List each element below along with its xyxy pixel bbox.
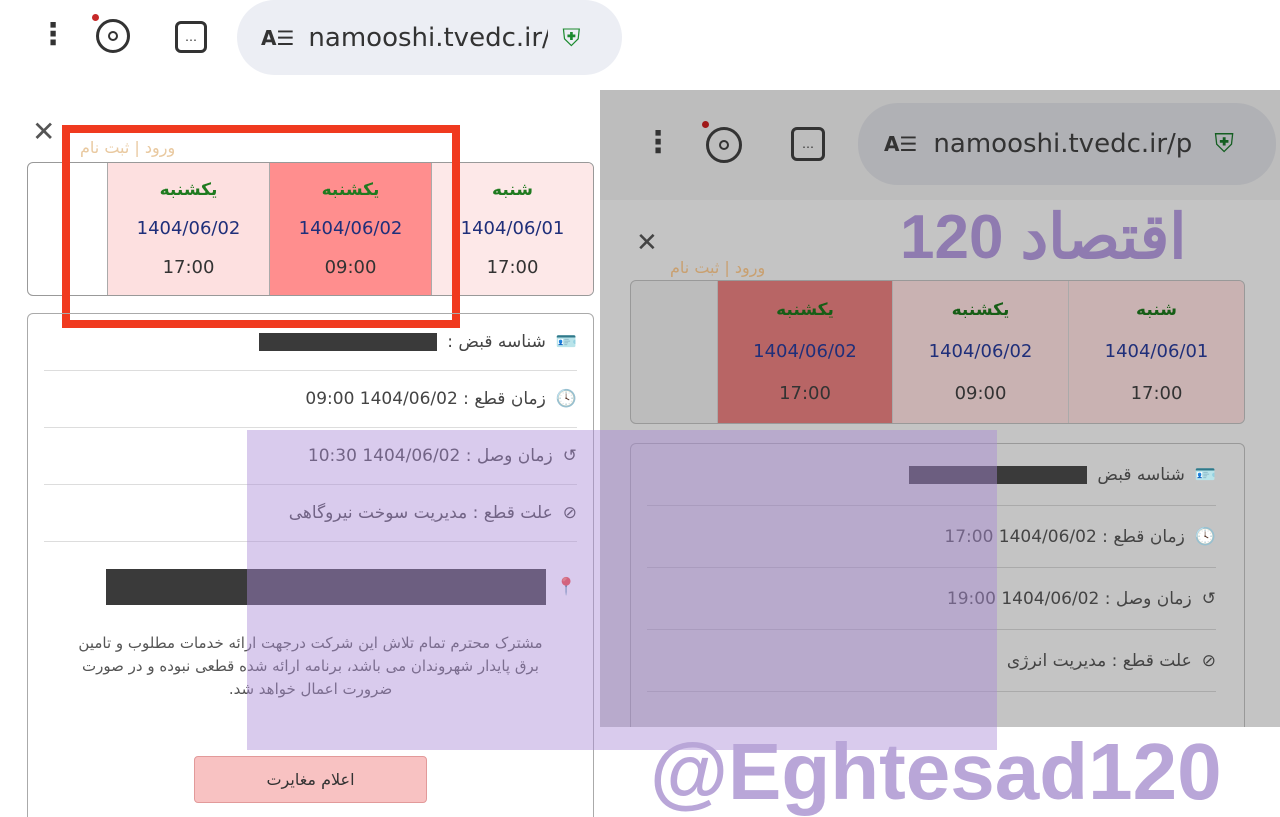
date: 1404/06/01	[460, 218, 565, 239]
watermark-overlay	[247, 430, 997, 750]
outage-schedule: شنبه 1404/06/01 17:00 یکشنبه 1404/06/02 09:0…	[630, 280, 1245, 424]
bill-id-label: شناسه قبض :	[447, 332, 546, 352]
location-pin-icon: 📍	[555, 577, 577, 597]
redacted-bill-id	[909, 465, 1088, 484]
restore-time: زمان وصل : 1404/06/02 10:30	[307, 446, 553, 466]
outage-time-row: 🕓 زمان قطع : 1404/06/02 17:00	[647, 506, 1216, 568]
history-icon: ↺	[562, 446, 577, 466]
bill-id-row: 🪪 شناسه قبض :	[44, 314, 577, 371]
tabs-icon[interactable]: …	[175, 21, 207, 53]
menu-dots-icon[interactable]: ⋮	[643, 125, 673, 160]
schedule-cell[interactable]: یکشنبه 1404/06/02 17:00	[107, 163, 269, 295]
time: 17:00	[486, 257, 539, 278]
address-row: 📍	[44, 542, 577, 632]
bill-id-label: شناسه قبض	[1097, 464, 1185, 485]
date: 1404/06/02	[298, 218, 403, 239]
report-discrepancy-button[interactable]: اعلام مغایرت	[194, 756, 427, 803]
date: 1404/06/02	[928, 340, 1033, 362]
close-icon[interactable]: ✕	[32, 115, 56, 148]
notification-dot-icon	[702, 121, 709, 128]
restore-time-row: ↺ زمان وصل : 1404/06/02 10:30	[44, 428, 577, 485]
restore-time-row: ↺ زمان وصل : 1404/06/02 19:00	[647, 568, 1216, 630]
day: شنبه	[1136, 299, 1177, 320]
schedule-cell-selected[interactable]: یکشنبه 1404/06/02 17:00	[717, 281, 892, 423]
restore-time: زمان وصل : 1404/06/02 19:00	[946, 588, 1192, 609]
highlight-box	[62, 125, 460, 328]
right-screenshot: ⋮ … A☰ namooshi.tvedc.ir/p ⛨ ✕ ورود | ثب…	[600, 90, 1280, 727]
menu-dots-icon[interactable]: ⋮	[38, 17, 68, 52]
reason: علت قطع : مدیریت سوخت نیروگاهی	[288, 503, 553, 523]
day: یکشنبه	[321, 180, 380, 200]
address-bar[interactable]: A☰ namooshi.tvedc.ir/p ⛨	[858, 103, 1276, 185]
reason-row: ⊘ علت قطع : مدیریت انرژی	[647, 630, 1216, 692]
tabs-icon[interactable]: …	[791, 127, 825, 161]
watermark-title: اقتصاد 120	[900, 203, 1187, 272]
watermark-handle: @Eghtesad120	[650, 727, 1222, 816]
browser-toolbar: ⋮ … A☰ namooshi.tvedc.ir/p ⛨	[600, 90, 1280, 200]
redacted-address	[105, 569, 546, 605]
outage-details-card: 🪪 شناسه قبض 🕓 زمان قطع : 1404/06/02 17:00 …	[630, 443, 1245, 727]
outage-details-card: 🪪 شناسه قبض : 🕓 زمان قطع : 1404/06/02 09:0…	[27, 313, 594, 817]
id-card-icon: 🪪	[555, 332, 577, 352]
day: یکشنبه	[776, 299, 834, 320]
time: 17:00	[779, 383, 831, 405]
account-icon[interactable]	[96, 19, 130, 53]
outage-time: زمان قطع : 1404/06/02 09:00	[305, 389, 546, 409]
notification-dot-icon	[92, 14, 99, 21]
bill-id-row: 🪪 شناسه قبض	[647, 444, 1216, 506]
account-icon[interactable]	[706, 127, 742, 163]
url-text[interactable]: namooshi.tvedc.ir/p	[933, 129, 1193, 159]
clock-icon: 🕓	[1194, 526, 1216, 547]
url-text[interactable]: namooshi.tvedc.ir/p	[308, 22, 549, 53]
reader-mode-icon[interactable]: A☰	[884, 132, 918, 156]
left-screenshot: ⋮ … A☰ namooshi.tvedc.ir/p ⛨ ✕ ورود | ثب…	[0, 0, 635, 817]
id-card-icon: 🪪	[1194, 464, 1216, 485]
day: شنبه	[492, 180, 533, 200]
bulb-off-icon: ⊘	[562, 503, 577, 523]
reason: علت قطع : مدیریت انرژی	[1006, 650, 1192, 671]
date: 1404/06/02	[136, 218, 241, 239]
secure-shield-icon[interactable]: ⛨	[1214, 128, 1234, 159]
notice-text: مشترک محترم تمام تلاش این شرکت درجهت ارا…	[78, 634, 543, 698]
schedule-cell[interactable]: شنبه 1404/06/01 17:00	[1068, 281, 1244, 423]
day: یکشنبه	[159, 180, 218, 200]
bulb-off-icon: ⊘	[1201, 650, 1216, 671]
reader-mode-icon[interactable]: A☰	[261, 25, 295, 50]
day: یکشنبه	[951, 299, 1010, 320]
time: 17:00	[162, 257, 215, 278]
time: 09:00	[324, 257, 377, 278]
outage-time-row: 🕓 زمان قطع : 1404/06/02 09:00	[44, 371, 577, 428]
outage-time: زمان قطع : 1404/06/02 17:00	[944, 526, 1185, 547]
date: 1404/06/02	[753, 340, 857, 362]
redacted-bill-id	[259, 333, 438, 351]
clock-icon: 🕓	[555, 389, 577, 409]
time: 17:00	[1130, 383, 1183, 405]
reason-row: ⊘ علت قطع : مدیریت سوخت نیروگاهی	[44, 485, 577, 542]
address-bar[interactable]: A☰ namooshi.tvedc.ir/p ⛨	[237, 0, 622, 75]
schedule-cell-selected[interactable]: یکشنبه 1404/06/02 09:00	[269, 163, 431, 295]
date: 1404/06/01	[1104, 340, 1209, 362]
close-icon[interactable]: ✕	[636, 228, 658, 258]
login-link[interactable]: ورود | ثبت نام	[80, 138, 176, 157]
history-icon: ↺	[1201, 588, 1216, 609]
schedule-cell[interactable]: یکشنبه 1404/06/02 09:00	[892, 281, 1068, 423]
browser-toolbar: ⋮ … A☰ namooshi.tvedc.ir/p ⛨	[0, 0, 635, 88]
login-link[interactable]: ورود | ثبت نام	[670, 258, 766, 277]
time: 09:00	[954, 383, 1007, 405]
secure-shield-icon[interactable]: ⛨	[562, 23, 581, 52]
